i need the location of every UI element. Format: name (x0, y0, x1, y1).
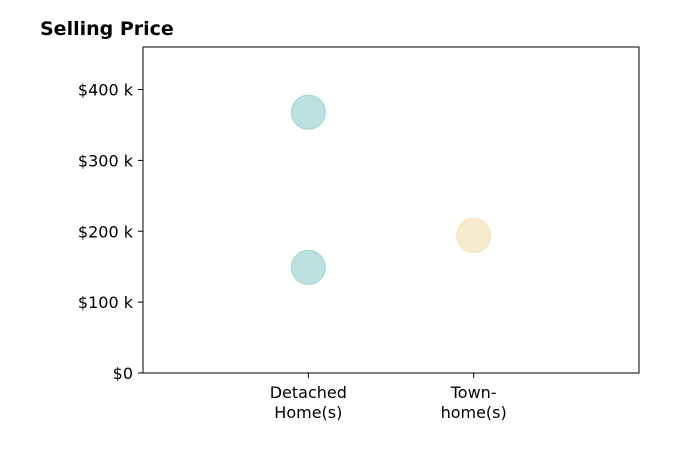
data-point-2 (456, 217, 492, 254)
y-tick-label-2: $200 k (78, 222, 134, 241)
x-tick-label-1-line-1: home(s) (441, 403, 507, 422)
data-point-0 (290, 94, 326, 130)
y-tick-label-0: $0 (113, 364, 133, 383)
x-tick-label-1-line-0: Town- (450, 383, 497, 402)
plot-frame (142, 46, 640, 374)
axes: $0 $100 k $200 k $300 k $400 k Detached Home(s… (78, 46, 640, 422)
x-tick-label-0-line-1: Home(s) (274, 403, 342, 422)
x-tick-label-0: Detached Home(s) (270, 383, 347, 422)
y-tick-label-3: $300 k (78, 151, 134, 170)
chart-title: Selling Price (40, 18, 174, 40)
x-tick-label-1: Town-home(s) (441, 383, 507, 422)
data-points (290, 94, 492, 286)
x-tick-label-0-line-0: Detached (270, 383, 347, 402)
y-tick-label-4: $400 k (78, 81, 134, 100)
data-point-1 (290, 249, 326, 286)
y-tick-label-1: $100 k (78, 293, 134, 312)
